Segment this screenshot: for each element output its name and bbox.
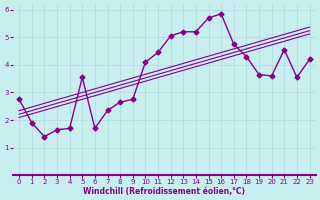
X-axis label: Windchill (Refroidissement éolien,°C): Windchill (Refroidissement éolien,°C)	[83, 187, 245, 196]
